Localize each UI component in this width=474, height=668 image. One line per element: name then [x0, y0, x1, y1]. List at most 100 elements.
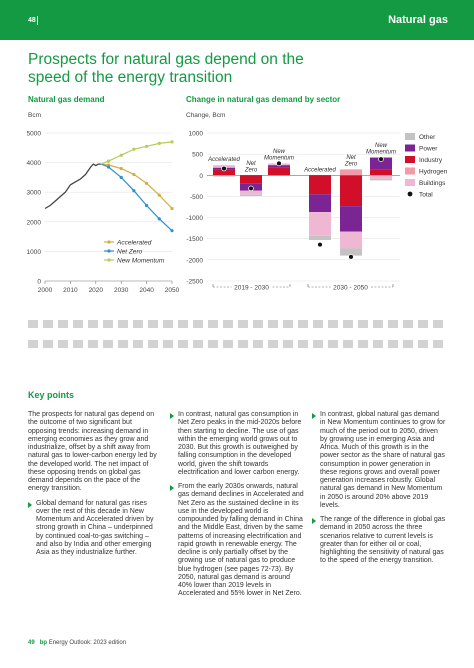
data-point: [170, 206, 174, 211]
footer-page-number: 49: [28, 640, 35, 646]
legend-label: Power: [419, 146, 438, 153]
paragraph-text: The range of the difference in global ga…: [320, 516, 446, 565]
y-tick-label: 500: [192, 152, 203, 159]
group-label-bg: [231, 283, 272, 291]
legend-marker: [407, 191, 413, 197]
bar-segment: [370, 178, 392, 181]
natural-gas-demand-chart: 0 1000 2000 3000 4000 5000 2000 2010 2020 2030 204…: [27, 131, 180, 295]
legend-swatch: [405, 179, 415, 186]
text-column-3: In contrast, global natural gas demand i…: [312, 411, 446, 572]
bar-label: Accelerated: [303, 167, 336, 173]
bar-segment: [340, 175, 362, 207]
stripe-divider-2: [28, 340, 446, 348]
total-marker: [378, 156, 384, 162]
total-marker: [221, 165, 227, 172]
text-column-2: In contrast, natural gas consumption in …: [170, 411, 304, 605]
bullet-triangle-icon: [170, 413, 174, 419]
paragraph-text: From the early 2030s onwards, natural ga…: [178, 483, 304, 598]
history-line: [44, 163, 101, 210]
group-label: 2030 - 2050: [333, 285, 368, 292]
bar-segment: [309, 235, 331, 240]
chart2-title: Change in natural gas demand by sector: [186, 95, 341, 104]
text-column-1: The prospects for natural gas depend on …: [28, 411, 162, 563]
x-tick-label: 2050: [165, 287, 180, 294]
y-tick-label: -1500: [186, 236, 203, 243]
y-tick-label: 0: [37, 279, 41, 286]
bar-segment: [340, 231, 362, 249]
data-point: [157, 193, 161, 197]
bar-label: Zero: [344, 161, 358, 167]
bar-label: Momentum: [366, 150, 396, 156]
total-marker: [348, 254, 354, 260]
key-points-title: Key points: [28, 390, 75, 400]
legend-label: Hydrogen: [419, 169, 448, 176]
chart1-title: Natural gas demand: [28, 95, 105, 104]
y-tick-label: -1000: [186, 215, 203, 222]
y-tick-label: 4000: [27, 160, 42, 167]
legend-marker: [107, 240, 111, 244]
group-label-bg: [330, 283, 371, 291]
data-point: [145, 144, 149, 148]
group-label: 2019 - 2030: [234, 285, 269, 292]
x-tick-label: 2020: [89, 287, 104, 294]
bar-segment: [370, 157, 392, 170]
data-point: [132, 189, 136, 193]
bar-segment: [340, 206, 362, 232]
bar-segment: [309, 212, 331, 236]
bar-segment: [340, 169, 362, 176]
bullet-paragraph: Global demand for natural gas rises over…: [28, 500, 162, 558]
data-point: [157, 217, 161, 221]
legend-marker: [107, 258, 111, 262]
y-tick-label: 2000: [27, 219, 42, 226]
data-point: [119, 175, 123, 179]
data-point: [145, 181, 149, 185]
paragraph: The prospects for natural gas depend on …: [28, 411, 157, 493]
bullet-paragraph: In contrast, natural gas consumption in …: [170, 411, 304, 477]
legend-label: Industry: [419, 157, 443, 164]
legend-marker: [107, 249, 111, 253]
bar-label: New: [273, 149, 286, 155]
data-point: [119, 153, 123, 157]
x-tick-label: 2040: [139, 287, 154, 294]
data-point: [132, 147, 136, 151]
demand-change-by-sector-chart: 1000 500 0 -500 -1000 -1500 -2000 -2500 Accelera…: [186, 131, 448, 292]
bar-label: Momentum: [264, 155, 294, 161]
chart1-unit: Bcm: [28, 112, 41, 119]
section-title: Natural gas: [388, 14, 448, 26]
legend-label: Total: [419, 192, 433, 199]
stripe-divider-1: [28, 320, 446, 328]
y-tick-label: -500: [190, 194, 203, 201]
chart2-unit: Change, Bcm: [186, 112, 226, 119]
bullet-paragraph: From the early 2030s onwards, natural ga…: [170, 483, 304, 599]
data-point: [157, 141, 161, 145]
bar-label: Net: [246, 161, 256, 167]
page-number-top: 48: [28, 17, 36, 24]
data-point: [106, 165, 111, 169]
y-tick-label: 5000: [27, 131, 42, 138]
bar-segment: [240, 190, 262, 195]
bar-segment: [268, 165, 290, 168]
header-divider: [37, 16, 38, 25]
data-point: [106, 159, 111, 163]
bullet-triangle-icon: [28, 501, 32, 508]
total-marker: [276, 160, 282, 167]
bullet-triangle-icon: [170, 485, 174, 491]
legend-label: Buildings: [419, 180, 446, 187]
bar-segment: [240, 194, 262, 197]
data-point: [119, 166, 123, 171]
bullet-triangle-icon: [312, 413, 316, 419]
paragraph-text: In contrast, global natural gas demand i…: [320, 411, 446, 509]
y-tick-label: -2000: [186, 257, 203, 264]
y-tick-label: 3000: [27, 190, 42, 197]
total-marker: [317, 241, 323, 248]
footer: 49 bp Energy Outlook: 2023 edition: [28, 640, 126, 646]
x-tick-label: 2030: [114, 287, 129, 294]
legend-swatch: [405, 144, 415, 152]
data-point: [132, 172, 136, 177]
bar-segment: [370, 169, 392, 176]
data-point: [145, 203, 149, 208]
x-tick-label: 2000: [38, 287, 53, 294]
paragraph-text: In contrast, natural gas consumption in …: [178, 411, 302, 476]
footer-brand: bp: [39, 640, 48, 646]
bar-label: Zero: [244, 167, 258, 173]
